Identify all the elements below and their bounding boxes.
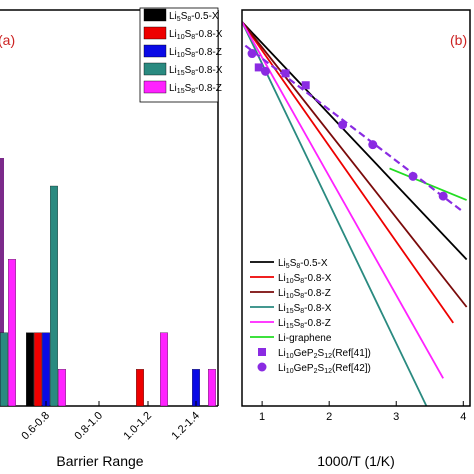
legend-label-Li15S8-0.8-Z: Li15S8-0.8-Z: [278, 318, 331, 330]
point-Li10GeP2S12(Ref[42]): [247, 49, 257, 59]
panel-a-x-tick-label: 1.2-1.4: [169, 410, 202, 443]
panel-a-x-tick-label: 0.6-0.8: [19, 410, 52, 443]
point-Li10GeP2S12(Ref[41]): [301, 81, 310, 90]
panel-a-x-tick-label: 0.8-1.0: [72, 410, 105, 443]
panel-a-x-axis-label: Barrier Range: [56, 453, 143, 469]
panel-b-line-chart: 1 2 3 4 1000/T (1/K) (b) Li5S8-0.5-X Li10S8-0.8…: [241, 9, 471, 469]
panel-a-bar-chart: 0.4-0.6 0.6-0.8 0.8-1.0 1.0-1.2 1.2-1.4 Barri…: [0, 7, 223, 469]
legend-swatch-Li15S8-0.8-X: [143, 62, 167, 76]
line-Li15S8-0.8-Z: [242, 21, 444, 379]
bar-Li10S8-0.8-X-1.0-1.2: [136, 369, 144, 407]
bar-Li15S8-0.8-Z-1.0-1.2: [160, 332, 168, 407]
legend-label-Li5S8-0.5-X: Li5S8-0.5-X: [169, 11, 219, 23]
bar-Li10S8-0.8-Z-1.2-1.4: [192, 369, 200, 407]
legend-label-Li10S8-0.8-X: Li10S8-0.8-X: [278, 273, 332, 285]
panel-a-label: (a): [0, 32, 15, 48]
line-Li5S8-0.5-X: [242, 21, 468, 261]
panel-b-x-axis-label: 1000/T (1/K): [317, 453, 395, 469]
panel-b-x-tick-label: 4: [460, 411, 466, 423]
panel-a-legend: Li5S8-0.5-X Li10S8-0.8-X Li10S8-0.8-Z Li15S…: [139, 7, 223, 103]
legend-marker-Li10GeP2S12(Ref[41]): [258, 348, 266, 356]
point-Li10GeP2S12(Ref[41]): [254, 63, 263, 72]
legend-label-Li-graphene: Li-graphene: [278, 333, 332, 344]
line-Li10S8-0.8-X: [242, 21, 454, 324]
legend-label-Li10S8-0.8-Z: Li10S8-0.8-Z: [169, 47, 222, 59]
panel-b-legend: Li5S8-0.5-X Li10S8-0.8-X Li10S8-0.8-Z Li15S…: [250, 258, 371, 375]
panel-b-x-tick-label: 3: [393, 411, 399, 423]
panel-a-partial-bar: [0, 158, 4, 406]
bar-Li15S8-0.8-X-0.6-0.8: [50, 185, 58, 407]
legend-swatch-Li5S8-0.5-X: [143, 8, 167, 22]
point-Li10GeP2S12(Ref[41]): [281, 69, 290, 78]
line-Li15S8-0.8-X: [242, 21, 428, 406]
legend-marker-Li10GeP2S12(Ref[42]): [257, 362, 267, 372]
panel-b-plot-area: [242, 21, 468, 406]
point-Li10GeP2S12(Ref[42]): [260, 66, 270, 76]
legend-label-Li15S8-0.8-X: Li15S8-0.8-X: [169, 65, 223, 77]
bar-Li10S8-0.8-X-0.6-0.8: [34, 332, 42, 407]
legend-label-Li10S8-0.8-Z: Li10S8-0.8-Z: [278, 288, 331, 300]
bar-Li5S8-0.5-X-0.6-0.8: [26, 332, 34, 407]
panel-b-x-tick-label: 1: [259, 411, 265, 423]
legend-label-Li15S8-0.8-Z: Li15S8-0.8-Z: [169, 83, 222, 95]
legend-label-Li10GeP2S12(Ref[41]): Li10GeP2S12(Ref[41]): [278, 348, 371, 360]
bar-Li15S8-0.8-Z-0.6-0.8: [58, 369, 66, 407]
legend-label-Li10GeP2S12(Ref[42]): Li10GeP2S12(Ref[42]): [278, 363, 371, 375]
legend-label-Li10S8-0.8-X: Li10S8-0.8-X: [169, 29, 223, 41]
panel-b-axes-box: [241, 9, 471, 407]
panel-b-label: (b): [450, 32, 467, 48]
bar-Li10S8-0.8-Z-0.6-0.8: [42, 332, 50, 407]
line-Li10S8-0.8-Z: [242, 21, 468, 308]
legend-swatch-Li10S8-0.8-X: [143, 26, 167, 40]
panel-b-x-tick-label: 2: [326, 411, 332, 423]
legend-label-Li5S8-0.5-X: Li5S8-0.5-X: [278, 258, 328, 270]
line-Li-graphene: [389, 167, 467, 201]
panel-a-x-tick-label: 0.4-0.6: [0, 410, 2, 443]
line-fit: [244, 44, 464, 213]
bar-Li15S8-0.8-X-0.4-0.6: [0, 332, 8, 407]
legend-swatch-Li10S8-0.8-Z: [143, 44, 167, 58]
panel-a-x-tick-label: 1.0-1.2: [121, 410, 154, 443]
legend-swatch-Li15S8-0.8-Z: [143, 80, 167, 94]
bar-Li15S8-0.8-Z-1.2-1.4: [208, 369, 216, 407]
legend-label-Li15S8-0.8-X: Li15S8-0.8-X: [278, 303, 332, 315]
bar-Li15S8-0.8-Z-0.4-0.6: [8, 259, 16, 407]
